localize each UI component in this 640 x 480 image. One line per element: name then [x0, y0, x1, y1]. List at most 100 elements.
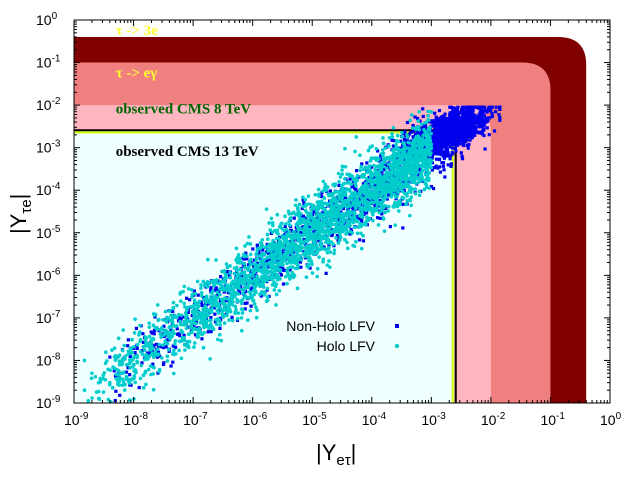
point-holo [317, 214, 321, 218]
point-holo [321, 207, 325, 211]
point-holo [144, 382, 148, 387]
point-non-holo [213, 320, 218, 324]
point-non-holo [196, 293, 200, 297]
point-non-holo [149, 330, 153, 334]
point-holo [223, 275, 228, 279]
point-holo [417, 109, 421, 114]
point-holo [363, 220, 368, 225]
point-non-holo [380, 170, 384, 174]
point-non-holo [261, 248, 265, 252]
point-holo [318, 247, 323, 252]
point-holo [195, 332, 200, 337]
point-non-holo [461, 124, 465, 129]
point-holo [327, 241, 332, 245]
point-holo [393, 185, 398, 190]
point-holo [232, 283, 237, 288]
point-holo [236, 311, 241, 315]
point-non-holo [453, 106, 457, 110]
point-non-holo [456, 133, 460, 137]
point-holo [249, 296, 253, 300]
point-holo [189, 288, 194, 292]
point-holo [208, 309, 213, 313]
point-holo [149, 372, 153, 377]
point-non-holo [349, 227, 353, 232]
point-non-holo [301, 214, 305, 218]
point-holo [316, 187, 321, 192]
point-holo [335, 220, 339, 225]
point-holo [155, 347, 160, 352]
point-holo [142, 348, 147, 352]
point-holo [246, 318, 250, 322]
point-non-holo [251, 247, 255, 251]
point-holo [266, 249, 270, 253]
point-non-holo [455, 131, 459, 135]
point-holo [396, 209, 401, 213]
point-non-holo [436, 127, 440, 132]
point-non-holo [209, 330, 213, 334]
point-holo [429, 165, 434, 170]
point-non-holo [440, 125, 445, 130]
point-holo [352, 225, 357, 230]
point-holo [326, 215, 330, 219]
point-non-holo [390, 138, 394, 142]
point-non-holo [377, 198, 381, 203]
point-holo [335, 199, 340, 204]
point-holo [331, 242, 335, 247]
point-non-holo [128, 373, 132, 377]
point-holo [260, 277, 264, 281]
point-holo [237, 256, 242, 260]
point-non-holo [458, 138, 463, 142]
point-non-holo [445, 139, 450, 143]
point-holo [207, 300, 212, 305]
point-holo [384, 170, 388, 174]
point-holo [281, 243, 286, 247]
point-holo [228, 275, 233, 280]
point-holo [328, 250, 333, 254]
point-non-holo [161, 345, 166, 350]
point-holo [332, 227, 336, 232]
point-holo [238, 267, 243, 272]
point-holo [390, 132, 394, 136]
point-holo [341, 213, 345, 218]
point-holo [309, 250, 314, 255]
point-holo [225, 313, 229, 318]
point-holo [116, 382, 120, 386]
point-holo [129, 359, 133, 364]
point-holo [272, 288, 277, 292]
point-holo [281, 255, 286, 260]
point-holo [272, 280, 276, 284]
point-non-holo [316, 239, 320, 243]
point-non-holo [162, 324, 166, 328]
point-holo [90, 371, 94, 376]
point-holo [377, 157, 381, 161]
point-holo [408, 118, 413, 123]
point-holo [140, 352, 145, 357]
point-holo [113, 353, 118, 358]
point-holo [391, 165, 396, 169]
point-holo [156, 353, 160, 357]
point-holo [333, 182, 338, 186]
point-non-holo [476, 117, 480, 122]
point-holo [259, 255, 264, 259]
point-holo [89, 376, 94, 381]
point-non-holo [423, 125, 427, 130]
region-label-tau-egamma: τ -> eγ [116, 65, 158, 81]
point-holo [354, 218, 359, 223]
point-holo [429, 146, 434, 151]
point-non-holo [490, 105, 494, 109]
point-holo [374, 147, 379, 151]
point-non-holo [361, 182, 366, 186]
point-holo [322, 233, 327, 238]
point-holo [293, 203, 298, 208]
point-holo [270, 241, 275, 246]
point-non-holo [488, 116, 492, 120]
point-non-holo [476, 105, 480, 109]
point-non-holo [468, 105, 472, 109]
point-holo [239, 260, 244, 264]
point-holo [348, 223, 352, 228]
point-holo [311, 239, 316, 243]
point-holo [343, 164, 348, 169]
point-non-holo [200, 303, 204, 307]
point-holo [384, 195, 389, 200]
point-holo [178, 292, 182, 296]
